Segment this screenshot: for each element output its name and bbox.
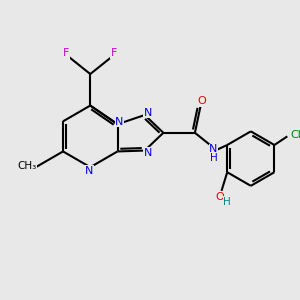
Text: N: N <box>144 148 152 158</box>
Text: CH₃: CH₃ <box>18 161 37 171</box>
Text: N: N <box>85 166 93 176</box>
Text: F: F <box>63 48 70 59</box>
Text: H: H <box>210 153 218 163</box>
Text: N: N <box>115 117 124 127</box>
Text: O: O <box>216 192 224 202</box>
Text: F: F <box>111 48 117 59</box>
Text: O: O <box>198 96 206 106</box>
Text: Cl: Cl <box>290 130 300 140</box>
Text: N: N <box>209 144 218 154</box>
Text: H: H <box>224 197 231 207</box>
Text: N: N <box>144 108 152 118</box>
